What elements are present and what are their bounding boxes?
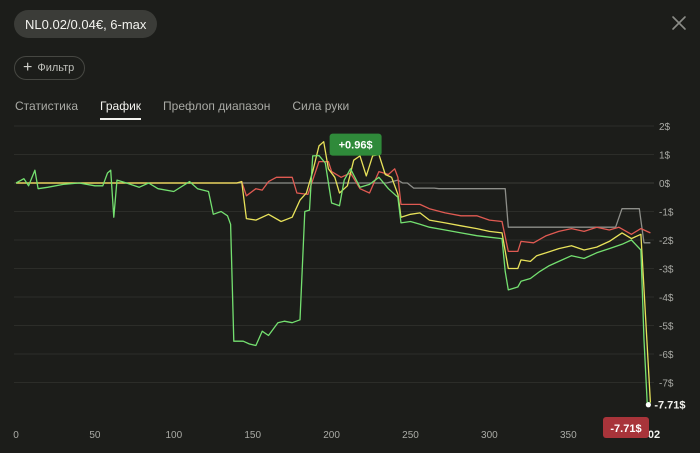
winnings-chart: 2$ 1$ 0$ -1$ -2$ -3$ -4$ -5$ -6$ -7$ 0 50 100 150 200… — [0, 120, 700, 448]
tab-preflop-range[interactable]: Префлоп диапазон — [163, 99, 271, 113]
series-line-gray — [16, 179, 651, 244]
x-tick-label: 200 — [323, 430, 340, 441]
x-tick-label: 50 — [89, 430, 101, 441]
y-tick-label: 2$ — [659, 122, 671, 133]
y-tick-label: -7$ — [659, 379, 674, 390]
y-tick-label: -5$ — [659, 322, 674, 333]
x-tick-label: 100 — [165, 430, 182, 441]
peak-value-label: +0.96$ — [339, 140, 373, 152]
end-value-badge-label: -7.71$ — [610, 423, 641, 435]
y-tick-label: -1$ — [659, 208, 674, 219]
series-line-yellow — [16, 141, 652, 403]
tab-graph[interactable]: График — [100, 99, 142, 120]
close-icon[interactable] — [670, 14, 688, 32]
y-tick-label: 1$ — [659, 151, 671, 162]
plus-icon: + — [23, 59, 33, 76]
x-tick-label: 150 — [244, 430, 261, 441]
y-tick-label: -4$ — [659, 293, 674, 304]
filter-button[interactable]: + Фильтр — [14, 56, 86, 80]
end-point-marker — [645, 402, 651, 408]
x-tick-label: 250 — [402, 430, 419, 441]
y-tick-label: -2$ — [659, 236, 674, 247]
y-tick-label: -3$ — [659, 265, 674, 276]
tab-statistics[interactable]: Статистика — [15, 99, 79, 113]
series-line-green — [15, 154, 651, 404]
session-title-pill[interactable]: NL0.02/0.04€, 6-max — [14, 10, 158, 38]
end-value-label: -7.71$ — [654, 400, 685, 412]
session-title: NL0.02/0.04€, 6-max — [25, 16, 147, 32]
x-tick-label: 0 — [13, 430, 19, 441]
y-tick-label: 0$ — [659, 179, 671, 190]
x-tick-label-last: 02 — [648, 429, 660, 441]
winnings-chart-svg: 2$ 1$ 0$ -1$ -2$ -3$ -4$ -5$ -6$ -7$ 0 50 100 150 200… — [13, 122, 685, 441]
x-tick-label: 350 — [560, 430, 577, 441]
end-value-badge — [603, 417, 649, 438]
series-line-red — [16, 160, 651, 253]
tab-bar: Статистика График Префлоп диапазон Сила … — [15, 99, 349, 120]
y-tick-label: -6$ — [659, 350, 674, 361]
x-tick-label: 300 — [481, 430, 498, 441]
filter-label: Фильтр — [37, 62, 75, 74]
peak-value-badge — [329, 133, 382, 156]
tab-hand-strength[interactable]: Сила руки — [292, 99, 350, 113]
